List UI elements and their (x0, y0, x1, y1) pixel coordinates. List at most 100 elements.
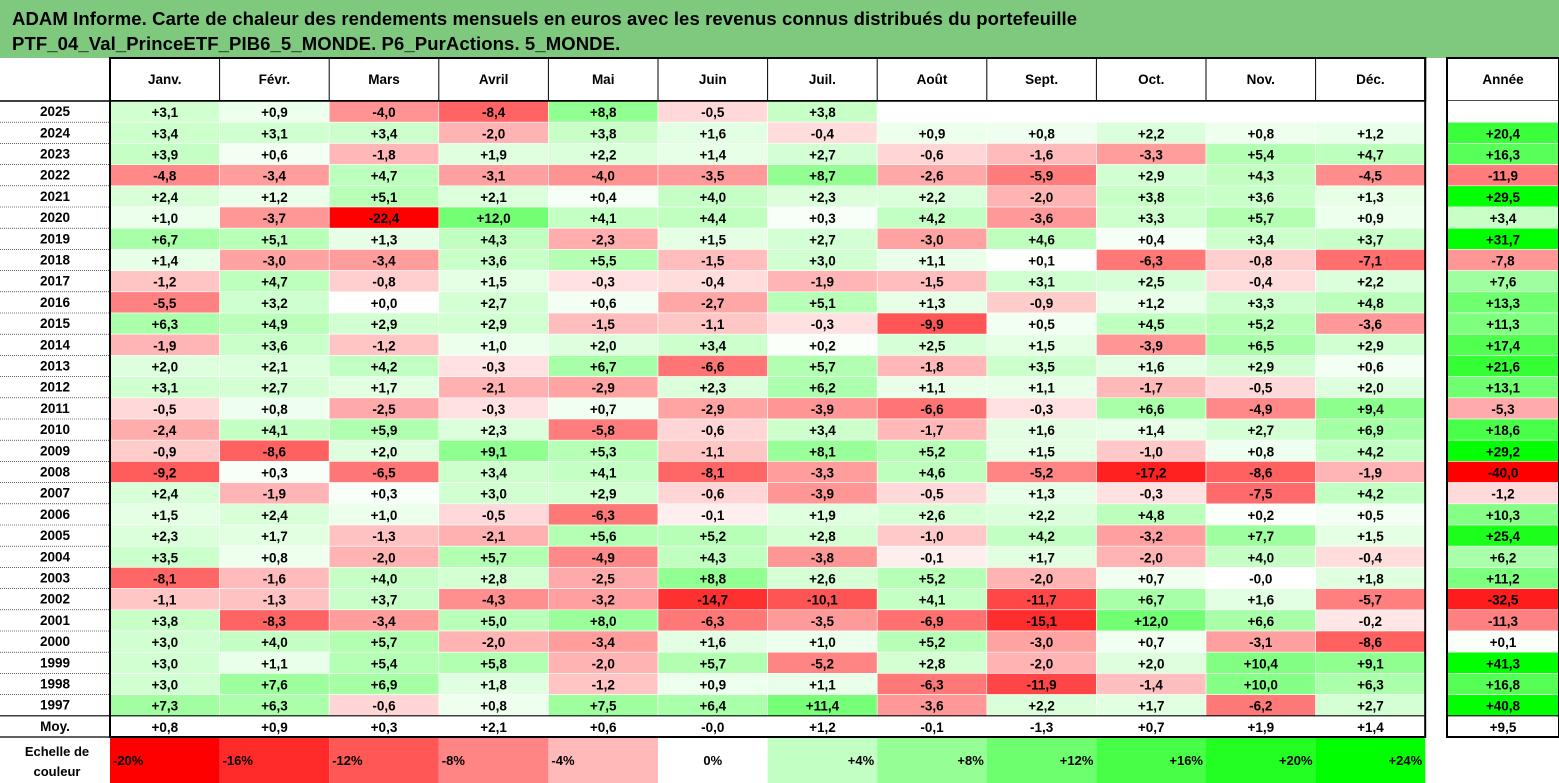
heat-cell-value: -8,6 (1249, 466, 1273, 481)
heat-cell-value: -6,5 (372, 466, 396, 481)
heat-cell-value: -2,0 (1030, 656, 1053, 671)
scale-swatch (1315, 738, 1426, 783)
heat-cell-value: +2,0 (1357, 381, 1384, 396)
row-label-2013: 2013 (40, 359, 71, 374)
heat-cell-value: +1,1 (261, 656, 288, 671)
heat-cell-value: +9,1 (480, 444, 507, 459)
heat-cell-value: +1,6 (1138, 360, 1165, 375)
column-header-7: Août (917, 72, 948, 87)
heat-cell-value: +12,0 (477, 211, 511, 226)
heat-cell-value: +1,7 (1028, 550, 1055, 565)
heat-cell-value: -1,1 (701, 317, 725, 332)
year-cell-value: -7,8 (1491, 254, 1515, 269)
heat-cell-value: -0,5 (153, 402, 177, 417)
scale-step-label: -20% (113, 753, 144, 768)
heat-cell-value: +3,7 (371, 593, 398, 608)
heat-cell-value: -17,2 (1136, 466, 1167, 481)
heat-cell-value: +2,9 (1247, 360, 1274, 375)
heat-cell-value: -6,6 (701, 360, 725, 375)
heat-cell-value: +2,7 (480, 296, 507, 311)
heat-cell-value: -3,6 (1030, 211, 1054, 226)
heat-cell-value: -1,8 (372, 148, 396, 163)
heat-cell-value: +4,4 (699, 211, 726, 226)
year-cell-value: +11,2 (1486, 572, 1519, 587)
heat-cell-value: -0,6 (701, 423, 725, 438)
heat-cell-value: +0,9 (261, 720, 288, 735)
heat-cell-value: -1,7 (920, 423, 943, 438)
heat-cell-value: -3,0 (920, 232, 943, 247)
heat-cell-value: -0,3 (592, 275, 616, 290)
heat-cell-value: +3,8 (151, 614, 178, 629)
heat-cell-value: -6,6 (920, 402, 944, 417)
heat-cell-value: +2,1 (480, 190, 507, 205)
heat-cell-value: -0,5 (482, 508, 506, 523)
heat-cell-value: -1,2 (592, 678, 615, 693)
heat-cell-value: +0,3 (261, 466, 288, 481)
heat-cell-value: -0,1 (920, 550, 944, 565)
year-cell-value: +11,3 (1486, 317, 1520, 332)
heat-cell-value: -0,3 (482, 360, 506, 375)
heat-cell-value: -1,5 (701, 254, 725, 269)
heat-cell-value: +4,1 (590, 211, 617, 226)
scale-label-line-2: couleur (34, 764, 81, 779)
heat-cell-value: -2,3 (592, 232, 616, 247)
column-header-5: Juin (699, 72, 727, 87)
column-header-8: Sept. (1025, 72, 1058, 87)
heat-cell-value: +2,0 (151, 360, 178, 375)
heat-cell-value: -8,6 (263, 444, 287, 459)
heat-cell-value: +10,4 (1244, 656, 1279, 671)
heat-cell-value: +1,5 (1028, 444, 1055, 459)
heat-cell-value: +6,7 (1138, 593, 1165, 608)
heat-cell-value: -2,0 (592, 656, 615, 671)
heat-cell-value: +1,6 (699, 126, 726, 141)
heat-cell-value: +4,0 (261, 635, 288, 650)
heat-cell-value: +4,7 (371, 169, 398, 184)
heat-cell-value: -1,8 (920, 360, 944, 375)
heat-cell-value: -2,4 (153, 423, 177, 438)
heat-cell-value: +8,8 (590, 105, 617, 120)
heat-cell-value: +1,4 (151, 254, 178, 269)
heat-cell-value: +2,4 (151, 487, 178, 502)
heat-cell-value: +1,2 (1357, 126, 1384, 141)
scale-step-label: +24% (1389, 753, 1423, 768)
heat-cell-value: -11,9 (1027, 678, 1057, 693)
heat-cell-value: -3,3 (811, 466, 835, 481)
heat-cell-value: -1,2 (372, 338, 395, 353)
heat-cell-value: -5,2 (811, 656, 834, 671)
heat-cell-value: -1,0 (1140, 444, 1163, 459)
heat-cell-value: +0,4 (590, 190, 617, 205)
year-cell-value: +7,6 (1490, 275, 1517, 290)
heat-cell-value: -7,1 (1359, 254, 1383, 269)
heat-cell-value: +4,7 (1357, 148, 1384, 163)
year-cell-value: +9,5 (1490, 720, 1517, 735)
heat-cell-value: +7,3 (151, 699, 178, 714)
heat-cell-value: +1,8 (1357, 572, 1384, 587)
heat-cell-value: +5,7 (699, 656, 726, 671)
heat-cell-value: -1,4 (1140, 678, 1164, 693)
heat-cell-value: +3,6 (480, 254, 507, 269)
heat-cell-value: -1,6 (1030, 148, 1054, 163)
heat-cell-value: +5,2 (1247, 317, 1274, 332)
heat-cell-value: +6,3 (151, 317, 178, 332)
title-banner: ADAM Informe. Carte de chaleur des rende… (0, 0, 1559, 58)
heat-cell-value: +5,3 (590, 444, 617, 459)
heat-cell-value: +0,3 (371, 720, 398, 735)
heat-cell-value: +4,6 (1028, 232, 1055, 247)
heat-cell-value: +3,1 (151, 381, 178, 396)
heat-cell-value: +1,6 (699, 635, 726, 650)
heat-cell-value: -14,7 (697, 593, 728, 608)
heat-cell-value: +2,9 (1357, 338, 1384, 353)
heat-cell-value: -11,7 (1027, 593, 1057, 608)
heat-cell-value: -0,1 (701, 508, 725, 523)
heat-cell-value: +2,2 (919, 190, 946, 205)
year-cell-value: +10,3 (1486, 508, 1521, 523)
scale-step-label: 0% (703, 753, 722, 768)
heat-cell-value: +6,3 (261, 699, 288, 714)
heat-cell-value: +2,7 (809, 148, 836, 163)
heat-cell-value: -3,0 (1030, 635, 1053, 650)
heat-cell-value: +1,9 (480, 148, 507, 163)
heat-cell-value: +5,1 (809, 296, 836, 311)
heat-cell-value: +5,8 (480, 656, 507, 671)
heat-cell-value: -2,7 (701, 296, 724, 311)
heat-cell-value: +4,2 (1028, 529, 1055, 544)
